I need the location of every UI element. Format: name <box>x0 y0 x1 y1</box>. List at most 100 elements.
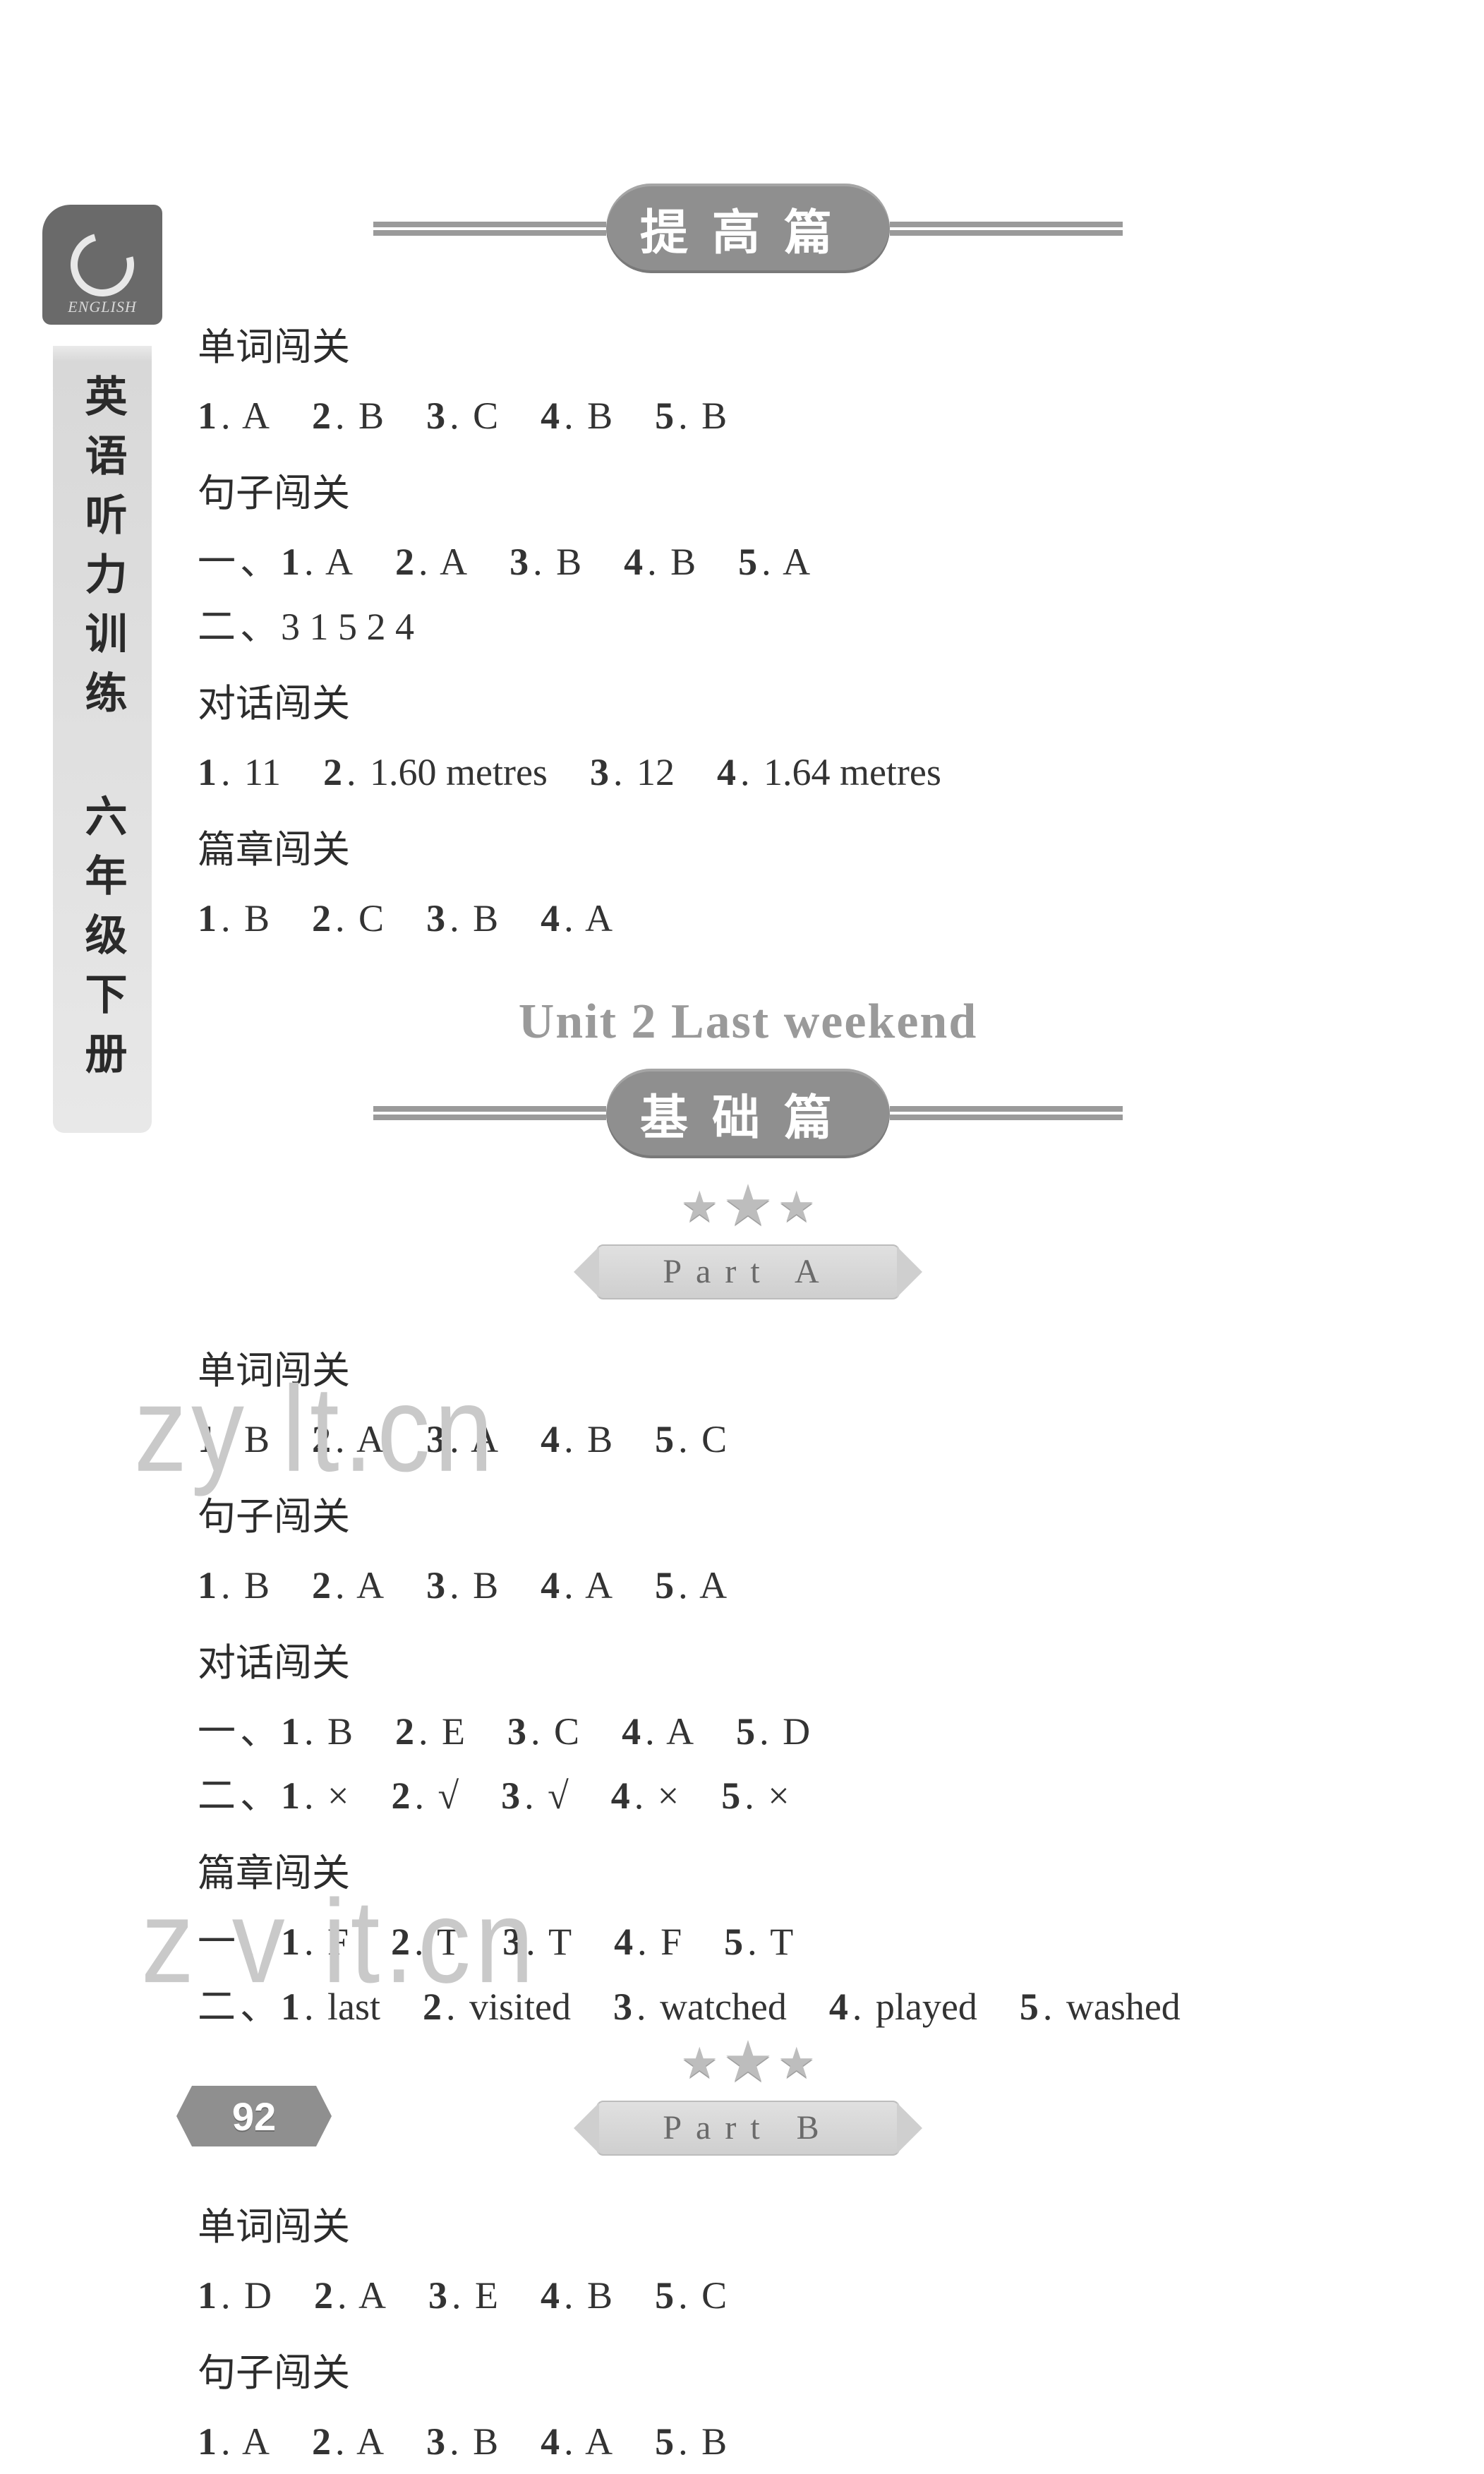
answer-number: 5 <box>738 541 757 583</box>
section-title: 篇章闯关 <box>198 1842 1298 1897</box>
answer-number: 4 <box>541 2420 560 2463</box>
answer-line: 1. A2. A3. B4. A5. B <box>198 2410 1298 2474</box>
answer-item: 2. B <box>312 384 384 449</box>
answer-separator: . <box>678 1418 688 1460</box>
answer-item: 2. C <box>312 887 384 951</box>
answer-value: √ <box>548 1775 569 1817</box>
answer-separator: . <box>414 1775 424 1817</box>
banner-row: 基础篇 <box>198 1069 1298 1158</box>
answer-value: played <box>876 1986 977 2028</box>
section-title: 句子闯关 <box>198 1485 1298 1541</box>
answer-number: 3 <box>613 1986 632 2028</box>
answer-value: × <box>768 1775 789 1817</box>
group-prefix-punct: 、 <box>240 1921 278 1963</box>
answer-separator: . <box>637 1986 646 2028</box>
answer-number: 1 <box>198 751 217 793</box>
answer-number: 2 <box>312 897 331 939</box>
banner-line-right <box>890 1106 1123 1120</box>
answer-value: B <box>701 395 727 437</box>
answer-item: 1. B <box>198 1407 270 1472</box>
answer-item: 1. × <box>281 1764 349 1829</box>
answer-section: 单词闯关1. B2. A3. A4. B5. C <box>198 1339 1298 1472</box>
answer-separator: . <box>678 2274 688 2317</box>
answer-number: 4 <box>541 1564 560 1607</box>
answer-item: 4. A <box>622 1700 694 1765</box>
answer-value: A <box>242 395 270 437</box>
answer-item: 1. last <box>281 1975 380 2040</box>
answer-section: 句子闯关1. B2. A3. B4. A5. A <box>198 1485 1298 1619</box>
answer-number: 3 <box>509 541 529 583</box>
answer-item: 3. B <box>426 1554 498 1619</box>
answer-section: 句子闯关1. A2. A3. B4. A5. B <box>198 2341 1298 2474</box>
answer-separator: . <box>304 541 314 583</box>
answer-value: B <box>473 2420 498 2463</box>
answer-item: 4. A <box>541 1554 613 1619</box>
answer-item: 4. B <box>541 1407 613 1472</box>
group-prefix-cn: 二 <box>198 1775 236 1817</box>
book-title-line1: 英语听力训练 <box>79 374 126 730</box>
answer-value: A <box>783 541 810 583</box>
page-number: 92 <box>232 2094 276 2139</box>
answer-number: 1 <box>281 1775 300 1817</box>
answer-value: T <box>548 1921 572 1963</box>
answer-separator: . <box>531 1710 541 1753</box>
answer-line: 1. B2. A3. A4. B5. C <box>198 1407 1298 1472</box>
answer-item: 5. C <box>655 2264 727 2329</box>
answer-value: A <box>356 1564 384 1607</box>
answer-item: 4. B <box>541 2264 613 2329</box>
answer-value: F <box>327 1921 349 1963</box>
answer-separator: . <box>533 541 543 583</box>
answer-value: washed <box>1066 1986 1181 2028</box>
group-prefix-punct: 、 <box>240 606 278 648</box>
answer-separator: . <box>221 1418 231 1460</box>
answer-number: 3 <box>501 1775 520 1817</box>
answer-separator: . <box>645 1710 655 1753</box>
answer-separator: . <box>335 1418 345 1460</box>
answer-value: A <box>666 1710 694 1753</box>
answer-number: 2 <box>395 1710 414 1753</box>
group-prefix-punct: 、 <box>240 1986 278 2028</box>
answer-item: 1. F <box>281 1910 349 1975</box>
answer-number: 1 <box>198 1418 217 1460</box>
answer-number: 2 <box>391 1775 410 1817</box>
group-prefix-cn: 二 <box>198 606 236 648</box>
answer-item: 2. 1.60 metres <box>323 740 548 805</box>
answer-value: visited <box>469 1986 571 2028</box>
answer-line: 1. D2. A3. E4. B5. C <box>198 2264 1298 2329</box>
answer-value: watched <box>660 1986 787 2028</box>
book-title-strip: 英语听力训练 六年级下册 <box>53 346 152 1133</box>
answer-item: 4. A <box>541 887 613 951</box>
section-title: 对话闯关 <box>198 1631 1298 1687</box>
answer-line: 1. B2. A3. B4. A5. A <box>198 1554 1298 1619</box>
raw-answer: 3 1 5 2 4 <box>281 606 414 648</box>
part-ribbon-wrap: ★★★Part A <box>198 1201 1298 1307</box>
answer-item: 1. A <box>198 2410 270 2474</box>
answer-separator: . <box>450 1418 459 1460</box>
answer-line: 一、1. F2. T3. T4. F5. T <box>198 1910 1298 1975</box>
answer-separator: . <box>450 897 459 939</box>
group-prefix-punct: 、 <box>240 1710 278 1753</box>
answer-number: 1 <box>198 395 217 437</box>
answer-item: 3. B <box>426 2410 498 2474</box>
answer-separator: . <box>740 751 750 793</box>
answer-item: 1. 11 <box>198 740 281 805</box>
answer-separator: . <box>221 395 231 437</box>
answer-value: D <box>244 2274 272 2317</box>
answer-item: 5. washed <box>1020 1975 1181 2040</box>
answer-value: B <box>473 897 498 939</box>
answer-number: 2 <box>312 2420 331 2463</box>
answer-item: 1. D <box>198 2264 272 2329</box>
content-column: 提高篇单词闯关1. A2. B3. C4. B5. B句子闯关一、1. A2. … <box>198 184 1298 2474</box>
group-prefix-punct: 、 <box>240 1775 278 1817</box>
answer-item: 5. T <box>724 1910 793 1975</box>
answer-separator: . <box>759 1710 769 1753</box>
answer-item: 3. 12 <box>590 740 675 805</box>
answer-separator: . <box>335 395 345 437</box>
answer-number: 4 <box>541 1418 560 1460</box>
answer-value: 1.64 metres <box>764 751 941 793</box>
answer-item: 2. T <box>391 1910 460 1975</box>
answer-item: 5. B <box>655 384 727 449</box>
book-title: 英语听力训练 六年级下册 <box>79 374 126 1091</box>
answer-value: T <box>437 1921 460 1963</box>
answer-separator: . <box>526 1921 536 1963</box>
